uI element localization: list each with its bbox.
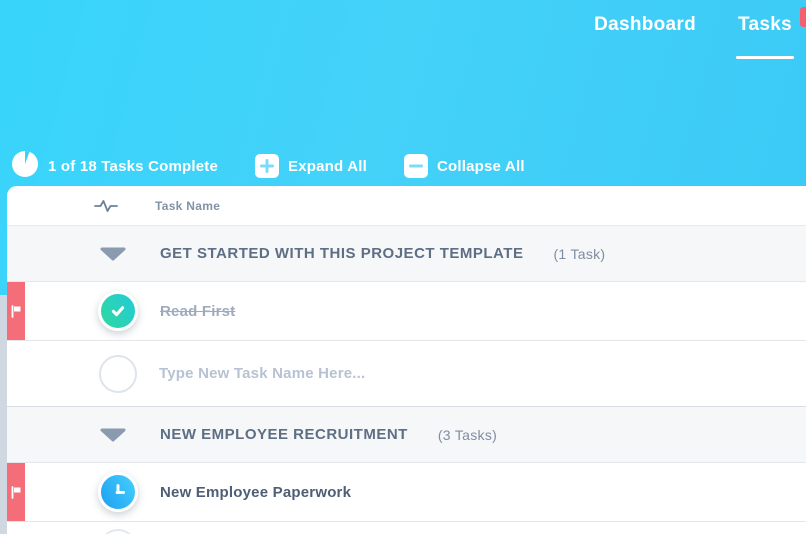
task-name[interactable]: New Employee Paperwork [160, 483, 352, 501]
tab-dashboard[interactable]: Dashboard [594, 14, 697, 35]
plus-icon [255, 154, 280, 178]
flag-bar[interactable] [7, 282, 25, 340]
section-title: GET STARTED WITH THIS PROJECT TEMPLATE [160, 245, 524, 262]
collapse-all-button[interactable]: Collapse All [403, 154, 525, 178]
minus-icon [403, 154, 428, 178]
tab-tasks-label: Tasks [738, 14, 792, 35]
progress-indicator: 1 of 18 Tasks Complete [12, 150, 219, 182]
section-title: NEW EMPLOYEE RECRUITMENT [160, 426, 408, 443]
task-row-read-first[interactable]: Read First [7, 282, 806, 341]
collapse-chevron-icon[interactable] [100, 247, 126, 261]
flag-icon [11, 304, 21, 318]
task-name-column-header: Task Name [155, 198, 221, 213]
active-tab-underline [736, 56, 794, 59]
task-name[interactable]: Read First [160, 302, 236, 320]
flag-icon [11, 485, 21, 499]
task-complete-checkbox[interactable] [98, 291, 138, 331]
expand-all-button[interactable]: Expand All [255, 154, 367, 178]
tab-tasks[interactable]: Tasks [736, 14, 794, 59]
task-row-new-employee-paperwork[interactable]: New Employee Paperwork [7, 463, 806, 522]
collapse-chevron-icon[interactable] [100, 428, 126, 442]
expand-all-label: Expand All [288, 157, 367, 175]
new-task-row[interactable] [7, 341, 806, 406]
tasks-toolbar: 1 of 18 Tasks Complete Expand All Collap… [12, 150, 525, 182]
edge-flag-partial [800, 7, 806, 27]
flag-bar[interactable] [7, 463, 25, 521]
clock-icon [115, 484, 125, 494]
task-list-panel: Task Name GET STARTED WITH THIS PROJECT … [7, 186, 806, 534]
collapse-all-label: Collapse All [436, 157, 525, 175]
section-row-get-started[interactable]: GET STARTED WITH THIS PROJECT TEMPLATE (… [7, 225, 806, 282]
top-nav: Dashboard Tasks [594, 14, 794, 59]
activity-pulse-icon[interactable] [93, 198, 119, 214]
empty-status-circle [99, 529, 137, 534]
section-task-count: (1 Task) [553, 245, 606, 262]
next-task-row-partial [7, 522, 806, 534]
table-header-row: Task Name [7, 186, 806, 225]
checkmark-icon [111, 306, 125, 317]
empty-status-circle[interactable] [99, 354, 137, 393]
progress-pie-icon [12, 150, 38, 182]
new-task-input[interactable] [159, 365, 579, 382]
section-task-count: (3 Tasks) [437, 426, 498, 443]
task-due-clock-badge[interactable] [98, 472, 138, 512]
section-row-recruitment[interactable]: NEW EMPLOYEE RECRUITMENT (3 Tasks) [7, 406, 806, 463]
progress-label: 1 of 18 Tasks Complete [48, 157, 219, 175]
